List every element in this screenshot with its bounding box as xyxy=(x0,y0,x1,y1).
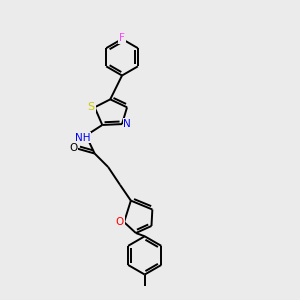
Text: NH: NH xyxy=(75,133,91,142)
Text: F: F xyxy=(119,33,125,43)
Text: O: O xyxy=(116,217,124,226)
Text: O: O xyxy=(69,143,78,153)
Text: N: N xyxy=(124,119,131,129)
Text: S: S xyxy=(88,102,95,112)
